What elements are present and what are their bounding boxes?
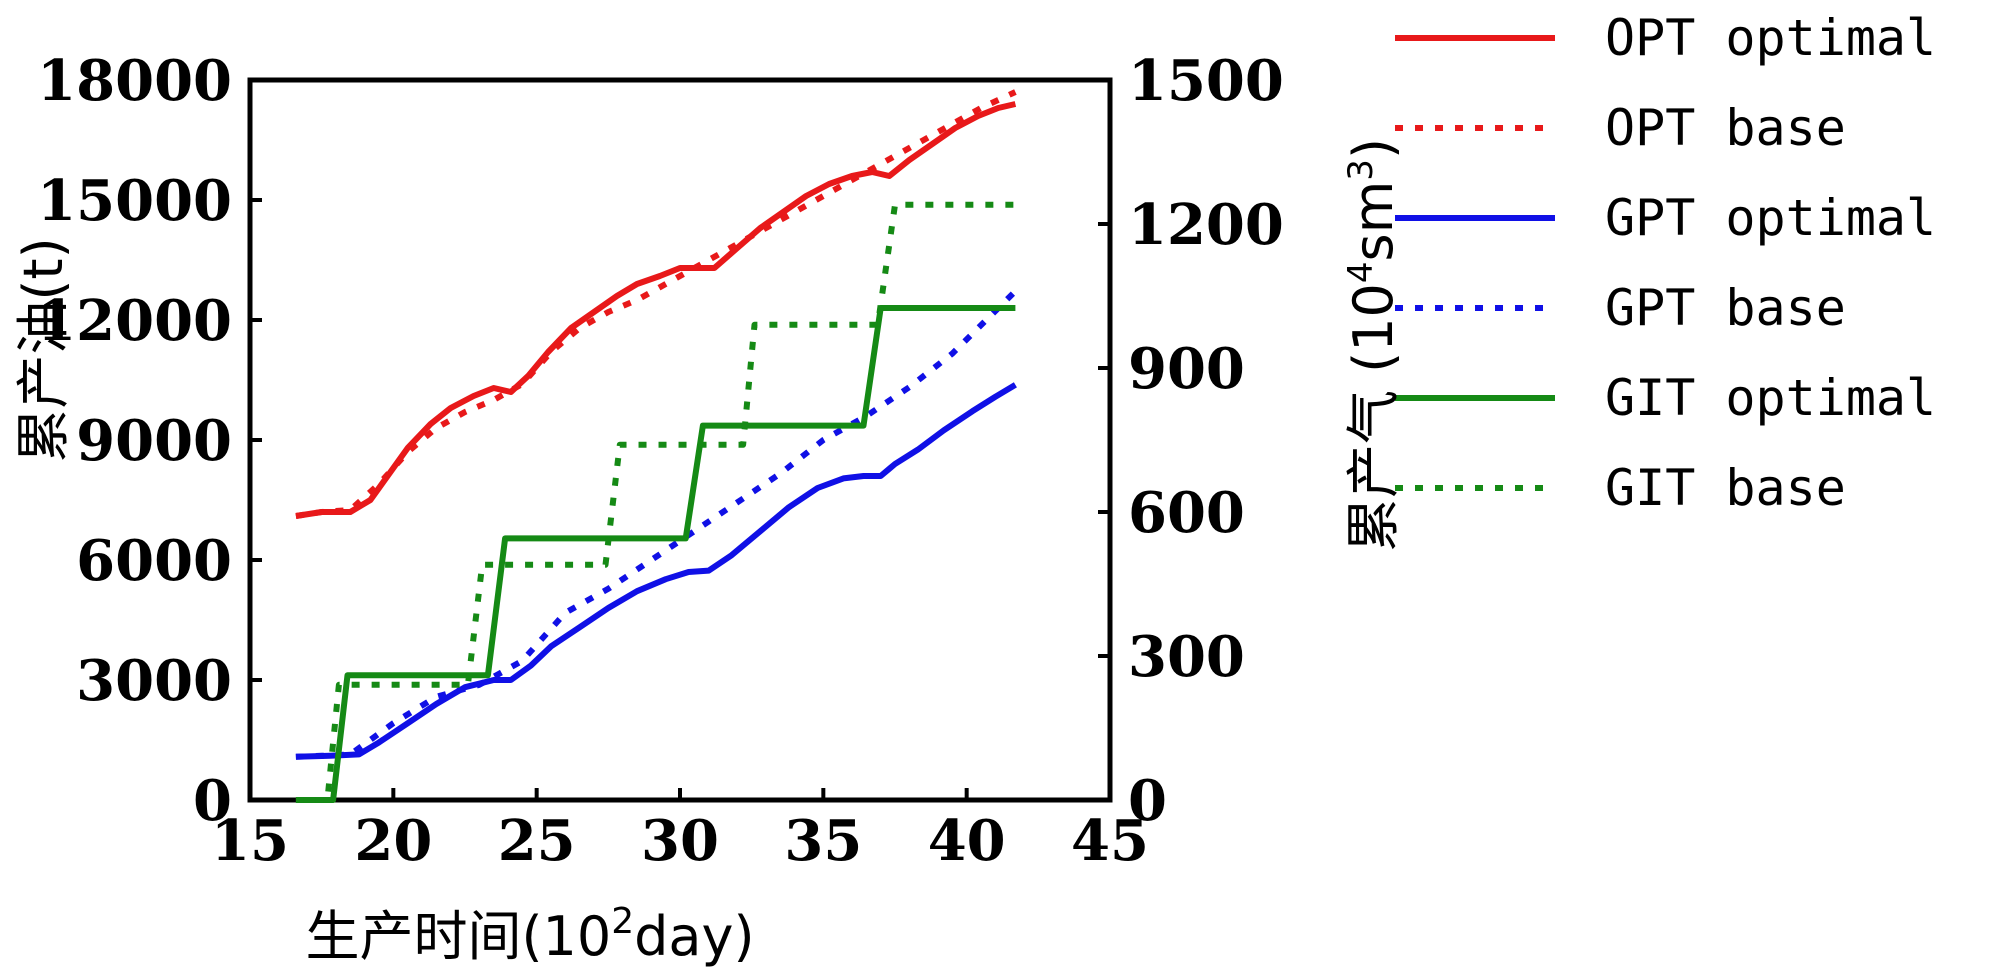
y-right-tick-label: 300	[1128, 624, 1245, 690]
y-left-tick-label: 3000	[76, 648, 232, 714]
series-group	[295, 89, 1018, 803]
x-tick-label: 30	[641, 808, 719, 874]
y-axis-right-label: 累产气 (104sm3)	[1341, 138, 1405, 552]
y-right-tick-label: 600	[1128, 480, 1245, 546]
y-right-tick-label: 1500	[1128, 48, 1284, 114]
legend-label-opt-base: OPT base	[1605, 99, 1846, 157]
legend: OPT optimal OPT base GPT optimal GPT base GI…	[1395, 9, 1936, 517]
y-right-label-main: 累产气 (10	[1342, 283, 1405, 552]
legend-label-gpt-optimal: GPT optimal	[1605, 189, 1936, 247]
series-line-gpt-base	[295, 289, 1018, 760]
y-right-tick-label: 0	[1128, 768, 1167, 834]
y-right-label-sup2: 3	[1341, 159, 1381, 181]
series-line-gpt-optimal	[295, 382, 1017, 760]
series-line-git-base	[295, 201, 1016, 803]
x-tick-label: 25	[498, 808, 576, 874]
legend-label-git-optimal: GIT optimal	[1605, 369, 1936, 427]
series-line-opt-optimal	[295, 101, 1017, 519]
x-tick-label: 40	[928, 808, 1006, 874]
y-right-label-sup: 4	[1341, 261, 1381, 283]
y-left-tick-label: 15000	[37, 168, 232, 234]
x-axis-label-tail: day)	[634, 905, 754, 968]
y-right-label-tail: sm	[1342, 181, 1405, 262]
y-left-tick-label: 18000	[37, 48, 232, 114]
x-axis-label-sup: 2	[611, 901, 634, 942]
legend-label-git-base: GIT base	[1605, 459, 1846, 517]
x-tick-label: 20	[354, 808, 432, 874]
x-tick-label: 35	[784, 808, 862, 874]
x-tick-label: 45	[1071, 808, 1149, 874]
x-axis-label: 生产时间(102day)	[305, 901, 754, 968]
x-axis-label-main: 生产时间(10	[305, 905, 611, 968]
y-left-tick-label: 9000	[76, 408, 232, 474]
series-line-opt-base	[295, 89, 1017, 519]
y-right-label-close: )	[1342, 138, 1405, 159]
axes-group: 15 20 25 30 35 40 4503000600090001200015000180…	[37, 48, 1284, 874]
series-line-git-optimal	[295, 305, 1016, 803]
y-left-tick-label: 6000	[76, 528, 232, 594]
y-right-tick-label: 1200	[1128, 192, 1284, 258]
y-axis-left-label: 累产油(t)	[12, 237, 75, 462]
y-left-tick-label: 12000	[37, 288, 232, 354]
y-right-tick-label: 900	[1128, 336, 1245, 402]
x-tick-label: 15	[211, 808, 289, 874]
plot-frame	[247, 77, 1113, 803]
legend-label-gpt-base: GPT base	[1605, 279, 1846, 337]
y-left-tick-label: 0	[193, 768, 232, 834]
legend-label-opt-optimal: OPT optimal	[1605, 9, 1936, 67]
